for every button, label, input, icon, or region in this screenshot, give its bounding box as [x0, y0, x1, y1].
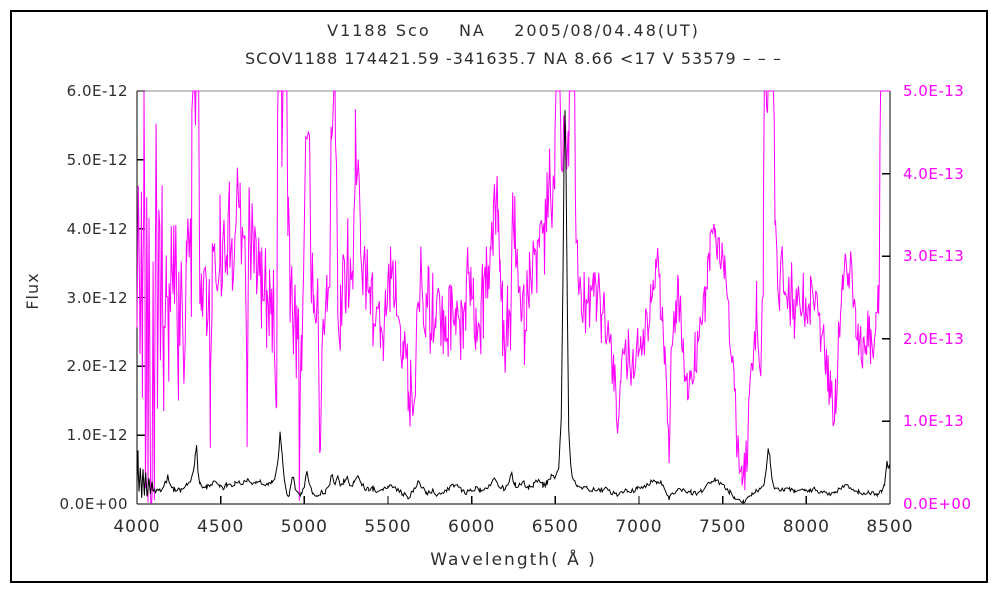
spectrum-black: [136, 110, 891, 504]
x-axis-tick-label: 8000: [782, 517, 830, 537]
right-axis-tick-label: 1.0E-13: [903, 412, 965, 431]
left-axis-tick-label: 4.0E-12: [66, 219, 128, 238]
x-axis-tick-label: 7500: [699, 517, 747, 537]
left-axis-tick-label: 0.0E+00: [59, 495, 128, 513]
x-axis-tick-label: 5000: [280, 517, 328, 537]
left-axis-tick-label: 5.0E-12: [66, 150, 128, 169]
left-axis-tick-label: 3.0E-12: [66, 288, 128, 307]
right-axis-tick-label: 4.0E-13: [903, 164, 965, 183]
right-axis-tick-label: 3.0E-13: [903, 247, 965, 266]
x-axis-tick-label: 4500: [197, 517, 245, 537]
x-axis-tick-label: 8500: [866, 517, 914, 537]
left-axis-tick-label: 1.0E-12: [66, 426, 128, 445]
x-axis-tick-label: 6000: [448, 517, 496, 537]
chart-title: V1188 Sco NA 2005/08/04.48(UT): [327, 21, 700, 40]
x-axis-label: Wavelength( Å ): [430, 550, 597, 570]
chart-subtitle: SCOV1188 174421.59 -341635.7 NA 8.66 <17…: [245, 49, 782, 68]
left-axis-tick-label: 6.0E-12: [66, 82, 128, 100]
x-axis-tick-label: 4000: [113, 517, 161, 537]
spectrum-magenta: [136, 90, 890, 504]
right-axis-tick-label: 2.0E-13: [903, 329, 965, 348]
x-axis-tick-label: 7000: [615, 517, 663, 537]
right-axis-tick-label: 0.0E+00: [903, 495, 972, 513]
x-axis-tick-label: 6500: [531, 517, 579, 537]
right-axis-tick-label: 5.0E-13: [903, 82, 965, 100]
x-axis-tick-label: 5500: [364, 517, 412, 537]
left-axis-tick-label: 2.0E-12: [66, 357, 128, 376]
figure-border: [10, 10, 988, 583]
